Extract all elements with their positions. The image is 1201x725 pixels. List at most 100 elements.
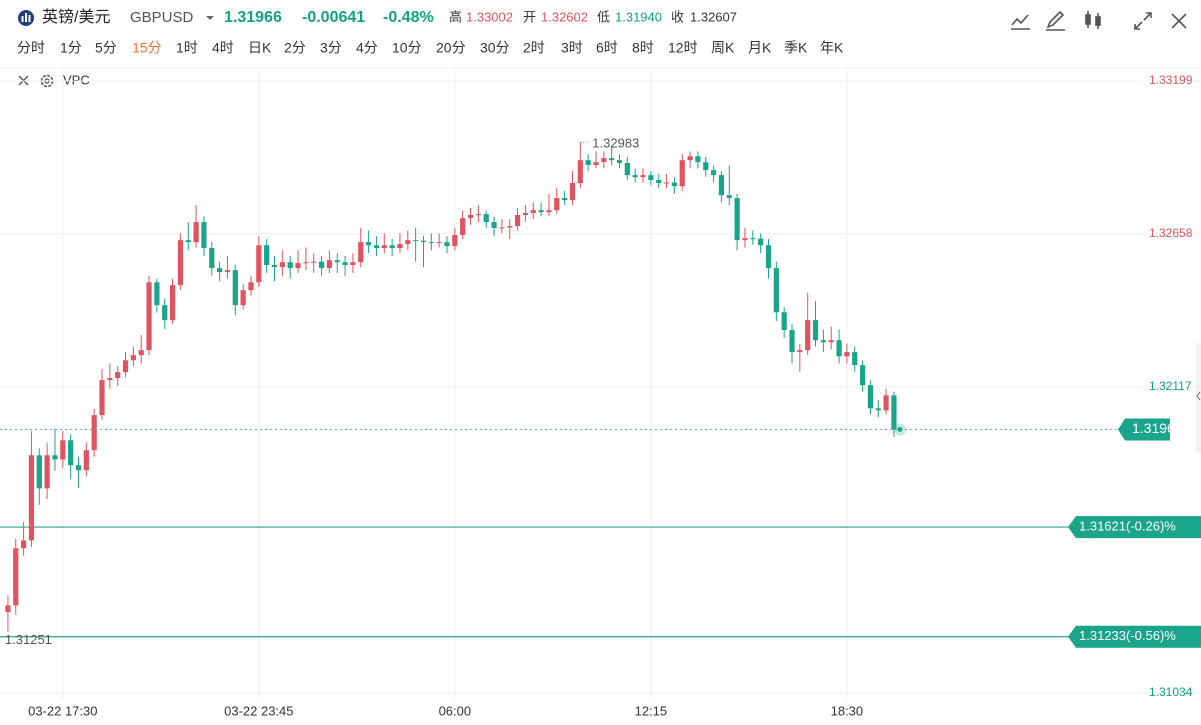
candle-body	[875, 408, 881, 411]
candle-body	[507, 226, 513, 228]
candle-body	[122, 360, 129, 373]
candle-body	[679, 160, 685, 187]
line-tool-icon[interactable]	[1011, 14, 1030, 30]
y-tick-label: 1.33199	[1149, 73, 1193, 87]
x-tick-label: 12:15	[635, 703, 668, 718]
candle-body	[491, 222, 497, 228]
period-tab[interactable]: 30分	[480, 40, 510, 56]
candle-body	[554, 198, 560, 211]
candle-body	[83, 450, 89, 471]
candle-body	[311, 261, 317, 263]
candle-body	[475, 214, 481, 216]
stat-label: 收	[671, 9, 684, 24]
period-tab[interactable]: 周K	[711, 40, 735, 56]
candle-body	[209, 248, 215, 269]
candle-body	[28, 455, 35, 541]
candle-body	[248, 282, 254, 291]
period-tab[interactable]: 1时	[176, 40, 198, 56]
toolbar	[1011, 10, 1187, 31]
candle-body	[162, 305, 168, 321]
period-tab[interactable]: 1分	[60, 40, 82, 56]
candle-body	[616, 160, 623, 163]
candle-body	[703, 162, 709, 171]
candle-body	[342, 262, 348, 266]
period-tab[interactable]: 12时	[668, 40, 698, 56]
period-tab[interactable]: 分时	[17, 40, 45, 56]
candle-body	[389, 245, 395, 249]
candle-body	[217, 268, 223, 273]
price-line-label: 1.31621(-0.26)%	[1079, 519, 1176, 534]
candle-body	[420, 240, 427, 243]
candle-body	[859, 365, 866, 386]
draw-tool-icon[interactable]	[1046, 10, 1065, 31]
side-panel-arrow[interactable]	[1196, 391, 1201, 401]
candle-body	[601, 158, 607, 163]
candle-body	[169, 285, 176, 321]
candle-body	[734, 198, 740, 241]
annotation-label: 1.31251	[5, 632, 52, 647]
fullscreen-icon[interactable]	[1134, 12, 1152, 30]
dropdown-arrow[interactable]	[206, 16, 214, 20]
candle-body	[632, 175, 638, 178]
stat-label: 低	[597, 9, 610, 24]
period-tab[interactable]: 3时	[561, 40, 583, 56]
candle-body	[530, 210, 536, 214]
candle-body	[91, 415, 97, 451]
candle-body	[797, 350, 803, 353]
period-tab[interactable]: 2分	[284, 40, 306, 56]
candle-body	[60, 440, 66, 460]
candle-body	[750, 238, 756, 240]
period-tab[interactable]: 4分	[356, 40, 378, 56]
stat-value: 1.31940	[615, 9, 662, 24]
candle-body	[381, 245, 387, 249]
candle-body	[444, 242, 450, 247]
period-tab[interactable]: 10分	[392, 40, 422, 56]
x-tick-label: 18:30	[831, 703, 864, 718]
candle-body	[436, 242, 442, 244]
candle-body	[115, 372, 121, 379]
period-tab[interactable]: 2时	[523, 40, 545, 56]
logo	[18, 10, 34, 26]
period-tab[interactable]: 20分	[436, 40, 466, 56]
period-tab[interactable]: 15分	[132, 40, 162, 56]
symbol-code[interactable]: GBPUSD	[130, 9, 194, 26]
candle-body	[758, 238, 764, 246]
period-tab[interactable]: 8时	[632, 40, 654, 56]
candle-body	[44, 455, 50, 489]
candle-body	[326, 260, 332, 269]
symbol-name[interactable]: 英镑/美元	[42, 8, 110, 26]
candle-body	[891, 395, 897, 430]
period-tab[interactable]: 日K	[248, 40, 272, 56]
candle-body	[765, 245, 772, 269]
period-tab[interactable]: 5分	[95, 40, 117, 56]
candle-body	[820, 340, 826, 343]
close-icon[interactable]	[1171, 13, 1187, 29]
indicator-name: VPC	[63, 72, 90, 87]
period-tab[interactable]: 3分	[320, 40, 342, 56]
candle-type-icon[interactable]	[1085, 11, 1101, 29]
period-tab[interactable]: 季K	[784, 40, 808, 56]
period-tab[interactable]: 4时	[212, 40, 234, 56]
candle-body	[687, 156, 693, 161]
plot-area: 1.31621(-0.26)% 1.31233(-0.56)% 1.32983 1.3…	[0, 68, 1201, 700]
candle-body	[201, 222, 207, 249]
candle-body	[397, 244, 403, 249]
candle-body	[671, 182, 677, 187]
candle-body	[287, 262, 293, 269]
candle-body	[295, 263, 301, 269]
candle-body	[577, 160, 583, 184]
candle-body	[460, 218, 466, 236]
change: -0.00641	[302, 9, 365, 26]
y-tick-label: 1.32117	[1149, 379, 1192, 393]
period-tab[interactable]: 6时	[596, 40, 618, 56]
candle-body	[334, 260, 340, 263]
price-line-label: 1.31233(-0.56)%	[1079, 628, 1176, 643]
candle-body	[593, 162, 599, 165]
candle-body	[154, 282, 160, 306]
candle-body	[138, 350, 144, 356]
period-tab[interactable]: 年K	[820, 40, 844, 56]
candle-body	[21, 540, 27, 549]
period-tab[interactable]: 月K	[748, 40, 772, 56]
candle-body	[852, 352, 858, 366]
